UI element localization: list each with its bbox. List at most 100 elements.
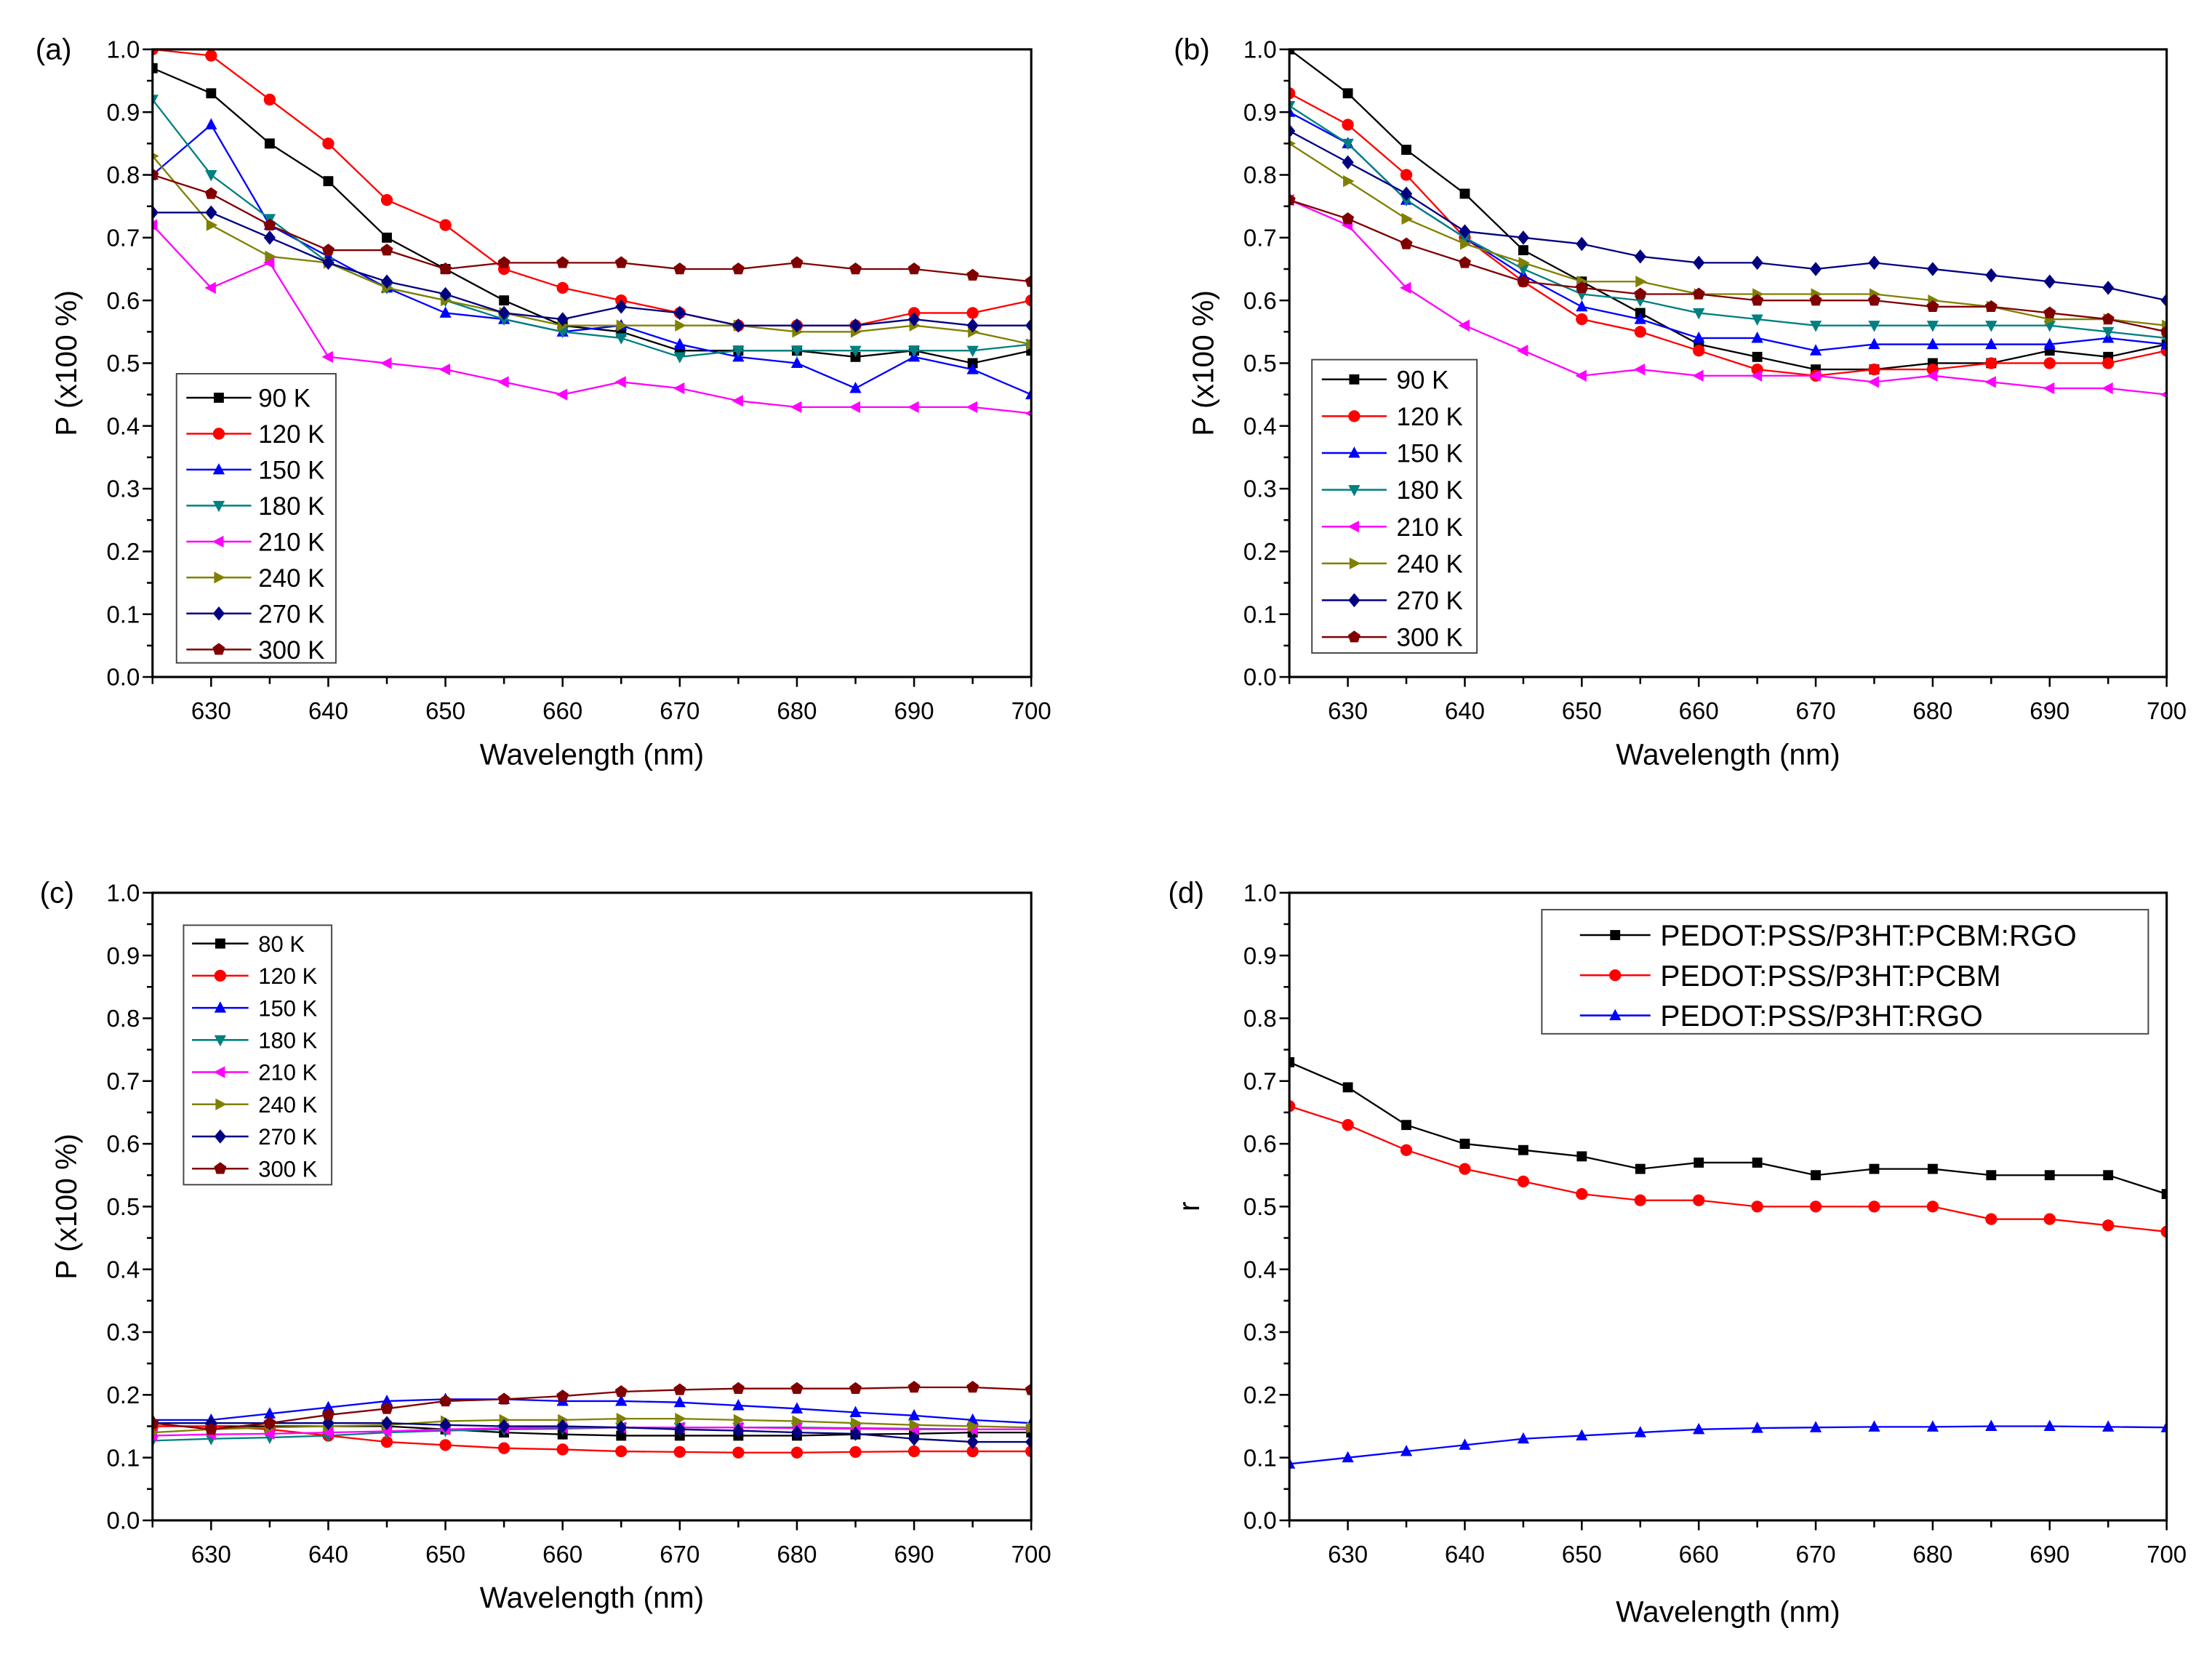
legend-box [1541, 909, 2149, 1035]
marker-triangle-right [850, 1417, 862, 1430]
marker-pentagon [614, 1385, 628, 1398]
marker-diamond [439, 286, 452, 302]
marker-triangle-down [790, 345, 804, 358]
marker-pentagon [152, 1416, 159, 1429]
marker-circle [556, 1443, 569, 1456]
series-pedot-pss-p3ht-pcbm [1289, 1100, 2167, 1238]
marker-triangle-up [205, 118, 217, 129]
y-tick-label: 0.6 [106, 1131, 140, 1158]
marker-triangle-left [321, 1426, 333, 1439]
marker-pentagon [439, 262, 452, 275]
plot-area [152, 1381, 1032, 1459]
y-axis-title: P (x100 %) [1186, 290, 1219, 436]
series-300-k [152, 1381, 1032, 1435]
marker-pentagon [263, 1416, 276, 1429]
legend-label: PEDOT:PSS/P3HT:PCBM:RGO [1660, 919, 2076, 953]
marker-circle [1025, 294, 1032, 307]
marker-triangle-up [732, 1399, 745, 1411]
y-axis-title: P (x100 %) [49, 1134, 83, 1280]
marker-circle [214, 969, 227, 982]
marker-triangle-right [152, 152, 159, 160]
y-tick-label: 0.5 [106, 1193, 140, 1220]
series-line [152, 1386, 1032, 1430]
series-210-k [152, 219, 1032, 417]
marker-triangle-up [1342, 1451, 1354, 1463]
x-tick-label: 640 [1445, 697, 1485, 724]
marker-pentagon [380, 1402, 393, 1414]
series-line [1289, 1061, 2167, 1195]
marker-circle [2160, 1225, 2167, 1238]
marker-triangle-down [1751, 314, 1763, 326]
marker-circle [1025, 1445, 1032, 1458]
marker-triangle-up [322, 1400, 334, 1413]
marker-triangle-left [380, 357, 392, 369]
marker-square [152, 63, 158, 73]
series-line [1289, 49, 2167, 371]
marker-diamond [1289, 124, 1296, 138]
marker-triangle-down [907, 345, 921, 358]
x-tick-label: 680 [1912, 1541, 1952, 1568]
series-line [152, 1422, 1032, 1443]
marker-circle [673, 1446, 686, 1459]
x-tick-label: 630 [191, 697, 231, 724]
marker-triangle-up [1926, 337, 1939, 350]
marker-square [1349, 374, 1360, 385]
series-line [1289, 92, 2167, 377]
marker-triangle-up [212, 462, 225, 475]
marker-triangle-up [1609, 1009, 1622, 1021]
marker-diamond [1025, 318, 1032, 333]
x-tick-label: 690 [2029, 1541, 2069, 1568]
x-tick-label: 690 [894, 697, 934, 724]
legend-item: 150 K [186, 456, 324, 484]
legend-item: PEDOT:PSS/P3HT:PCBM [1579, 959, 2001, 993]
plot-area [1289, 1056, 2167, 1469]
marker-triangle-up [439, 306, 452, 318]
marker-circle [1576, 313, 1588, 326]
marker-diamond [1926, 262, 1939, 276]
series-pedot-pss-p3ht-pcbm-rgo [1289, 1056, 2167, 1200]
marker-diamond [1342, 155, 1354, 170]
marker-square [1342, 88, 1353, 99]
marker-circle [1634, 1194, 1646, 1206]
marker-pentagon [790, 256, 804, 268]
marker-circle [1348, 410, 1361, 422]
marker-triangle-up [790, 356, 804, 368]
marker-circle [966, 307, 979, 319]
legend: PEDOT:PSS/P3HT:PCBM:RGO PEDOT:PSS/P3HT:PC… [1541, 909, 2149, 1035]
marker-triangle-up [1693, 331, 1705, 343]
marker-pentagon [1289, 193, 1296, 206]
marker-triangle-left [1347, 521, 1359, 533]
x-tick-label: 640 [308, 697, 348, 724]
series-line [152, 174, 1032, 283]
series-line [152, 1417, 1032, 1434]
y-tick-label: 0.4 [1243, 1256, 1277, 1283]
legend-label: PEDOT:PSS/P3HT:RGO [1660, 999, 1982, 1033]
x-tick-label: 650 [1562, 1541, 1602, 1568]
marker-triangle-up [214, 1001, 227, 1013]
marker-triangle-left [1750, 369, 1763, 382]
y-tick-label: 0.6 [106, 287, 140, 314]
marker-triangle-left [1633, 363, 1646, 376]
x-tick-label: 650 [425, 697, 465, 724]
legend-label: 210 K [1397, 513, 1463, 542]
marker-circle [380, 193, 393, 207]
marker-pentagon [1926, 300, 1939, 313]
y-tick-label: 0.5 [1243, 350, 1277, 377]
marker-square [2044, 1170, 2055, 1181]
panel-label: (a) [36, 32, 72, 65]
y-tick-label: 0.3 [106, 1319, 140, 1346]
legend-item: 120 K [1321, 403, 1463, 431]
marker-circle [322, 137, 334, 150]
y-tick-label: 0.2 [106, 1382, 140, 1408]
marker-pentagon [907, 1381, 921, 1393]
marker-triangle-up [1868, 1420, 1880, 1432]
marker-pentagon [1984, 300, 1997, 313]
marker-circle [1400, 169, 1413, 181]
marker-pentagon [966, 1381, 979, 1393]
series-180-k [152, 95, 1032, 364]
marker-pentagon [204, 187, 217, 199]
legend-item: 240 K [1321, 550, 1463, 578]
marker-square [1401, 1120, 1411, 1131]
marker-triangle-up [907, 1408, 921, 1421]
